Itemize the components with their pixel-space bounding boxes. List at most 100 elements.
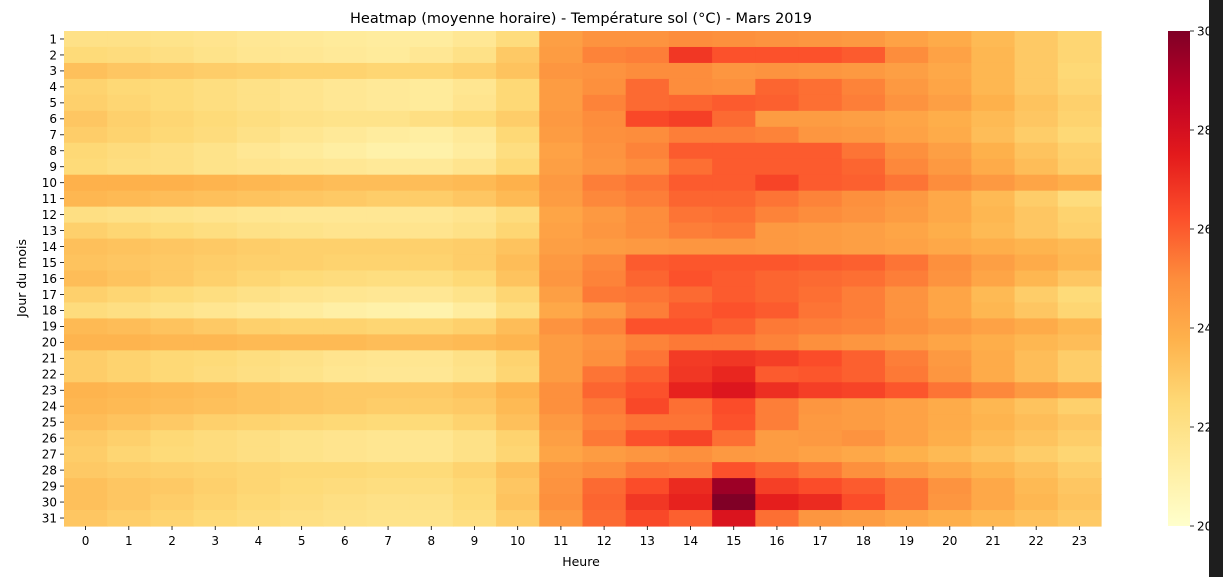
x-tick-label: 18 <box>856 534 871 548</box>
heatmap-cell <box>452 414 497 431</box>
heatmap-cell <box>712 286 756 304</box>
heatmap-cell <box>755 446 800 463</box>
heatmap-cell <box>236 110 281 128</box>
heatmap-cell <box>755 62 800 80</box>
heatmap-cell <box>1057 366 1102 383</box>
heatmap-cell <box>64 398 108 415</box>
heatmap-cell <box>539 414 584 431</box>
heatmap-cell <box>496 350 540 367</box>
heatmap-cell <box>582 254 627 272</box>
heatmap-cell <box>755 206 800 224</box>
heatmap-cell <box>1014 350 1059 367</box>
heatmap-cell <box>928 62 972 80</box>
heatmap-cell <box>64 366 108 383</box>
heatmap-cell <box>798 334 843 351</box>
heatmap-cell <box>884 158 929 176</box>
heatmap-cell <box>280 382 324 399</box>
heatmap-cell <box>409 382 454 399</box>
heatmap-cell <box>107 382 152 399</box>
heatmap-cell <box>323 350 368 367</box>
y-tick-label: 14 <box>42 240 57 254</box>
heatmap-cell <box>64 174 108 192</box>
heatmap-cell <box>539 462 584 479</box>
y-tick-label: 5 <box>49 96 57 110</box>
heatmap-cell <box>625 270 670 288</box>
heatmap-cell <box>107 190 152 208</box>
heatmap-cell <box>971 302 1016 320</box>
heatmap-cell <box>452 126 497 144</box>
heatmap-cell <box>107 430 152 447</box>
heatmap-cell <box>496 366 540 383</box>
heatmap-cell <box>107 318 152 335</box>
heatmap-cell <box>971 286 1016 304</box>
heatmap-cell <box>884 414 929 431</box>
heatmap-cell <box>366 430 411 447</box>
heatmap-cell <box>236 286 281 304</box>
heatmap-cell <box>64 222 108 240</box>
heatmap-cell <box>323 478 368 495</box>
heatmap-cell <box>798 206 843 224</box>
heatmap-cell <box>323 31 368 48</box>
heatmap-cell <box>64 110 108 128</box>
heatmap-cell <box>582 318 627 335</box>
heatmap-cell <box>280 430 324 447</box>
heatmap-cell <box>452 31 497 48</box>
heatmap-cell <box>323 302 368 320</box>
heatmap-cell <box>971 494 1016 511</box>
heatmap-cell <box>841 318 886 335</box>
heatmap-cell <box>409 238 454 256</box>
heatmap-cell <box>712 350 756 367</box>
heatmap-cell <box>971 78 1016 96</box>
y-tick-label: 18 <box>42 304 57 318</box>
heatmap-cell <box>928 446 972 463</box>
heatmap-cell <box>1057 286 1102 304</box>
heatmap-cell <box>712 62 756 80</box>
heatmap-cell <box>1057 478 1102 495</box>
heatmap-cell <box>625 478 670 495</box>
heatmap-cell <box>712 206 756 224</box>
heatmap-cell <box>1014 31 1059 48</box>
heatmap-cell <box>928 238 972 256</box>
heatmap-cell <box>668 62 713 80</box>
heatmap-cell <box>193 430 238 447</box>
heatmap-cell <box>64 334 108 351</box>
heatmap-cell <box>236 62 281 80</box>
heatmap-cell <box>1057 462 1102 479</box>
heatmap-cell <box>798 238 843 256</box>
heatmap-cell <box>755 414 800 431</box>
heatmap-cell <box>798 190 843 208</box>
heatmap-cell <box>150 366 195 383</box>
heatmap-cell <box>928 206 972 224</box>
heatmap-cell <box>496 142 540 160</box>
heatmap-cell <box>1014 270 1059 288</box>
heatmap-cell <box>452 142 497 160</box>
heatmap-cell <box>755 158 800 176</box>
heatmap-cell <box>841 382 886 399</box>
heatmap-cell <box>193 414 238 431</box>
heatmap-cell <box>409 478 454 495</box>
heatmap-cell <box>971 46 1016 64</box>
heatmap-cell <box>323 142 368 160</box>
y-tick-label: 23 <box>42 384 57 398</box>
heatmap-cell <box>496 382 540 399</box>
y-tick-label: 15 <box>42 256 57 270</box>
heatmap-cell <box>884 334 929 351</box>
heatmap-cell <box>150 414 195 431</box>
heatmap-cell <box>625 46 670 64</box>
heatmap-cell <box>193 478 238 495</box>
heatmap-cell <box>236 446 281 463</box>
heatmap-cell <box>884 222 929 240</box>
heatmap-cell <box>452 190 497 208</box>
heatmap-cell <box>1014 126 1059 144</box>
heatmap-cell <box>64 478 108 495</box>
heatmap-cell <box>1014 318 1059 335</box>
heatmap-cell <box>1014 302 1059 320</box>
heatmap-cell <box>668 142 713 160</box>
heatmap-cell <box>496 62 540 80</box>
heatmap-cell <box>452 94 497 112</box>
heatmap-cell <box>884 366 929 383</box>
heatmap-cell <box>323 46 368 64</box>
heatmap-cell <box>798 286 843 304</box>
heatmap-cell <box>582 174 627 192</box>
heatmap-cell <box>107 414 152 431</box>
